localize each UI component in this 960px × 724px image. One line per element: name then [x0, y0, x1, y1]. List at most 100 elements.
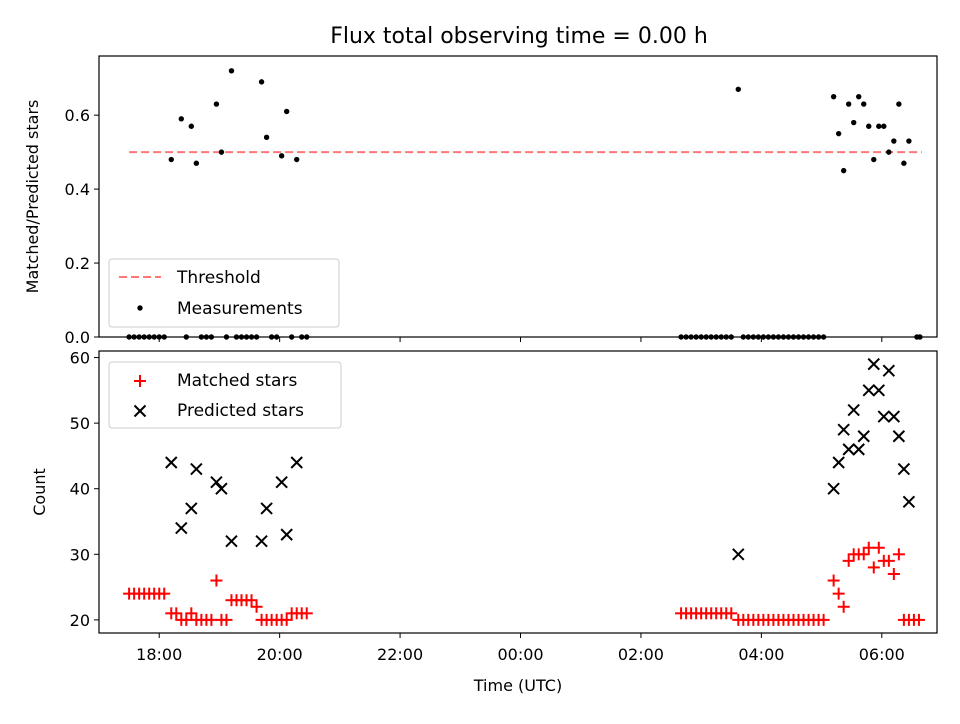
measurement-point — [856, 93, 862, 100]
measurement-point-zero — [765, 334, 772, 340]
measurement-point — [906, 138, 912, 144]
measurement-point — [835, 130, 842, 137]
measurement-point — [218, 149, 225, 155]
predicted-star-point-b — [842, 443, 855, 456]
predicted-star-point-b — [902, 495, 916, 509]
measurement-point — [896, 101, 902, 107]
predicted-star-point-b — [852, 443, 865, 456]
measurement-point-zero — [760, 334, 767, 340]
y-tick-label: 50 — [70, 414, 90, 433]
measurement-point-zero — [775, 334, 782, 340]
matched-star-point — [887, 567, 900, 580]
measurement-point — [901, 160, 907, 166]
measurement-point — [735, 86, 741, 92]
measurement-point-zero — [183, 334, 190, 340]
measurement-point-zero — [151, 334, 157, 340]
measurement-point — [891, 138, 897, 144]
measurement-point-zero — [780, 334, 787, 340]
measurement-point-zero — [248, 334, 255, 340]
predicted-star-point — [215, 482, 228, 495]
measurement-point-zero — [678, 334, 684, 340]
measurement-point — [861, 101, 867, 107]
predicted-star-point-b — [225, 534, 238, 548]
predicted-star-point-b — [887, 410, 901, 423]
measurement-point — [840, 167, 847, 174]
measurement-point — [178, 116, 184, 122]
bottom-legend-box — [108, 361, 342, 429]
measurement-point-zero — [718, 334, 724, 340]
predicted-star-point-b — [857, 430, 870, 443]
measurement-point-zero — [750, 334, 757, 340]
measurement-point-zero — [785, 334, 792, 340]
matched-star-point — [882, 554, 895, 567]
legend-measurements-label: Measurements — [177, 299, 303, 319]
predicted-star-point — [175, 521, 188, 535]
matched-star-point — [857, 548, 870, 561]
y-axis-label: Matched/Predicted stars — [23, 100, 42, 294]
x-tick-label: 20:00 — [257, 645, 303, 664]
predicted-star-point — [290, 456, 303, 469]
predicted-star-point — [255, 534, 268, 548]
y-axis-label: Count — [30, 468, 49, 516]
top-legend-box — [108, 258, 340, 328]
measurement-point-zero — [723, 334, 729, 340]
measurement-point — [866, 123, 872, 129]
predicted-star-point — [837, 423, 850, 436]
predicted-star-point — [185, 502, 198, 515]
predicted-star-point — [827, 482, 840, 495]
matched-star-point — [170, 607, 183, 620]
legend-matched-swatch — [134, 375, 146, 387]
matched-star-point — [210, 574, 223, 587]
predicted-star-point-b — [255, 534, 268, 548]
measurement-point-zero — [755, 334, 762, 340]
predicted-star-point-b — [275, 475, 288, 489]
predicted-star-point — [872, 384, 885, 397]
measurement-point — [283, 108, 290, 115]
predicted-star-point-b — [185, 502, 198, 515]
top-legend: Threshold Measurements — [108, 258, 340, 328]
top-axes-frame — [98, 55, 938, 338]
matched-star-point — [280, 613, 293, 626]
measurement-point-zero — [238, 334, 245, 340]
matched-star-point — [837, 600, 850, 613]
measurement-point-zero — [688, 334, 694, 340]
measurement-point-zero — [790, 334, 797, 340]
measurement-point-zero — [795, 334, 802, 340]
predicted-star-point — [897, 462, 911, 476]
predicted-star-point — [877, 410, 891, 423]
top-panel: 0.0 0.2 0.4 0.6 Matched/Predicted stars Thres… — [23, 55, 938, 347]
predicted-star-point — [225, 534, 238, 548]
measurement-point — [193, 160, 200, 166]
measurement-point-zero — [136, 334, 142, 340]
legend-predicted-swatch-b — [133, 404, 147, 418]
measurement-point — [881, 123, 887, 129]
predicted-star-point-b — [897, 462, 911, 476]
measurement-point-zero — [805, 334, 812, 340]
measurement-point — [886, 149, 892, 155]
measurement-point-zero — [815, 334, 822, 340]
measurement-point-zero — [131, 334, 137, 340]
bottom-legend: Matched stars Predicted stars — [108, 361, 342, 429]
predicted-star-point — [165, 456, 178, 469]
predicted-star-point-b — [827, 482, 840, 495]
predicted-star-point-b — [837, 423, 850, 436]
measurement-point-zero — [288, 334, 295, 340]
x-tick-label: 00:00 — [497, 645, 543, 664]
measurement-point — [294, 156, 300, 163]
predicted-star-point — [892, 430, 906, 443]
legend-predicted-swatch — [133, 404, 147, 418]
predicted-star-point-b — [872, 384, 885, 397]
predicted-star-point-b — [165, 456, 178, 469]
x-tick-label: 06:00 — [859, 645, 905, 664]
chart-title: Flux total observing time = 0.00 h — [330, 24, 708, 49]
predicted-star-point — [732, 548, 745, 561]
predicted-star-point — [867, 357, 880, 371]
matched-star-point — [158, 587, 171, 600]
predicted-star-point-b — [175, 521, 188, 535]
y-tick-label: 0.6 — [65, 106, 90, 125]
legend-predicted-label: Predicted stars — [177, 401, 304, 421]
measurement-point — [213, 101, 220, 107]
predicted-star-point-b — [210, 475, 223, 489]
matched-star-point — [832, 587, 845, 600]
